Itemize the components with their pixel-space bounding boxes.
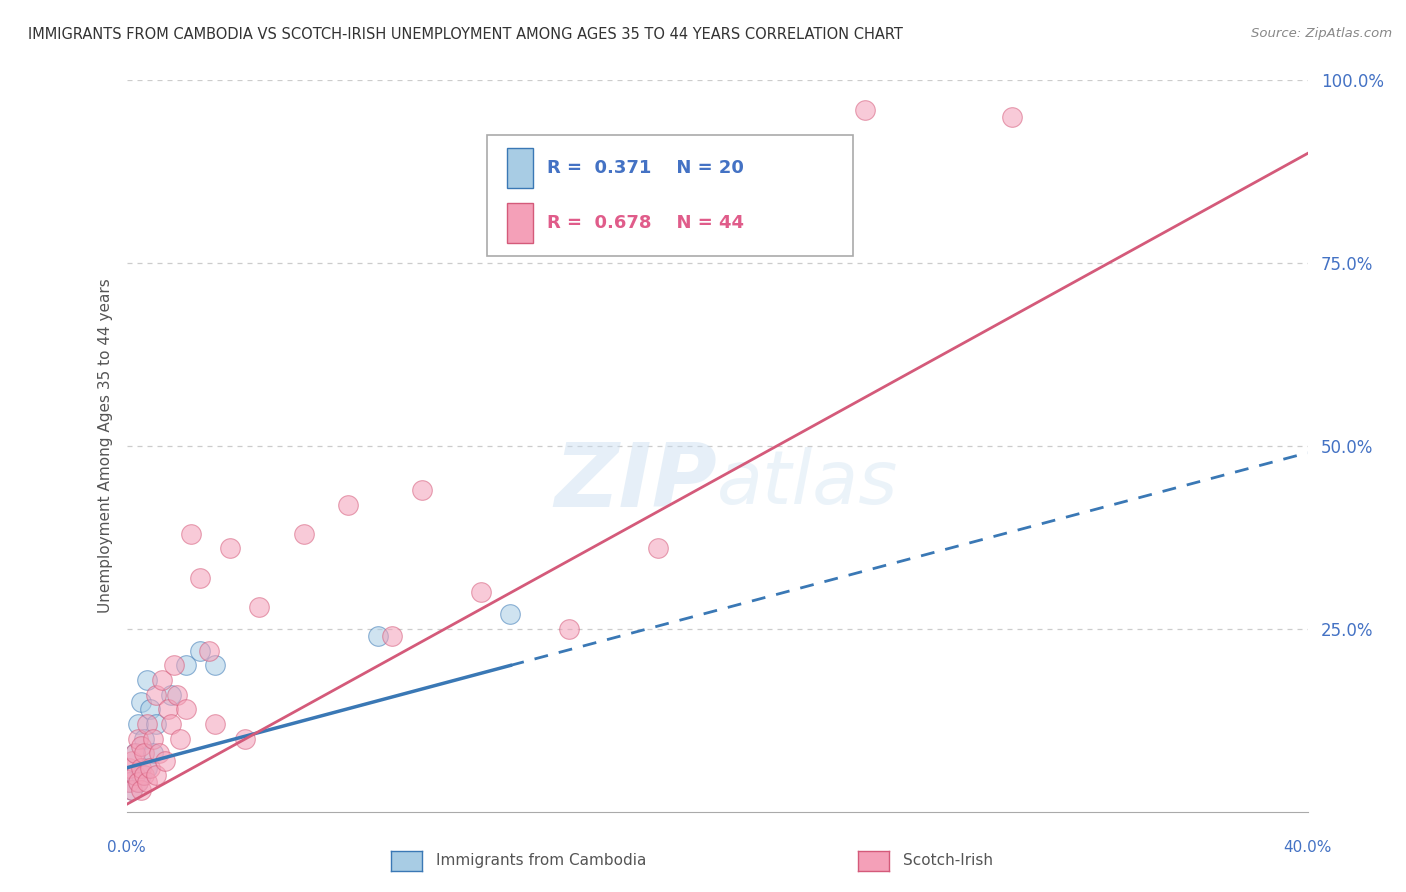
Text: Source: ZipAtlas.com: Source: ZipAtlas.com (1251, 27, 1392, 40)
Point (188, 571, 212, 585)
Point (127, 731, 149, 746)
Point (160, 717, 183, 731)
Point (249, 599, 271, 614)
Point (204, 717, 226, 731)
Point (188, 644, 212, 658)
Point (174, 658, 197, 673)
Point (124, 746, 146, 760)
Point (150, 673, 173, 687)
Point (233, 731, 256, 746)
Point (174, 702, 197, 716)
Point (148, 746, 170, 760)
Text: atlas: atlas (717, 447, 898, 518)
Point (163, 658, 186, 673)
Point (136, 673, 159, 687)
Point (136, 775, 159, 789)
Point (145, 768, 167, 782)
Point (139, 702, 162, 716)
Point (129, 761, 153, 775)
Point (204, 658, 226, 673)
Text: R =  0.678    N = 44: R = 0.678 N = 44 (547, 214, 744, 232)
Point (470, 585, 492, 599)
Point (134, 768, 156, 782)
Point (136, 761, 159, 775)
Point (127, 717, 149, 731)
Text: Scotch-Irish: Scotch-Irish (903, 854, 993, 868)
Text: IMMIGRANTS FROM CAMBODIA VS SCOTCH-IRISH UNEMPLOYMENT AMONG AGES 35 TO 44 YEARS : IMMIGRANTS FROM CAMBODIA VS SCOTCH-IRISH… (28, 27, 903, 42)
Point (127, 775, 149, 789)
Text: 0.0%: 0.0% (107, 840, 146, 855)
Point (129, 782, 153, 797)
Point (558, 622, 581, 636)
Point (180, 526, 202, 541)
Point (121, 782, 143, 797)
Y-axis label: Unemployment Among Ages 35 to 44 years: Unemployment Among Ages 35 to 44 years (97, 278, 112, 614)
Point (198, 644, 221, 658)
Point (337, 498, 360, 512)
Point (134, 746, 156, 760)
Point (134, 731, 156, 746)
Point (1001, 110, 1024, 124)
Point (136, 717, 159, 731)
Point (118, 775, 141, 789)
Point (142, 746, 165, 760)
FancyBboxPatch shape (506, 148, 533, 188)
Point (169, 731, 191, 746)
Point (124, 746, 146, 760)
Point (129, 768, 153, 782)
Point (367, 629, 389, 643)
Point (139, 761, 162, 775)
Text: 40.0%: 40.0% (1284, 840, 1331, 855)
Point (153, 754, 176, 768)
Point (145, 688, 167, 702)
FancyBboxPatch shape (486, 135, 853, 256)
Point (499, 607, 522, 622)
Point (129, 739, 153, 753)
Point (127, 775, 149, 789)
Point (156, 702, 179, 716)
Point (381, 629, 404, 643)
Point (142, 731, 165, 746)
Text: R =  0.371    N = 20: R = 0.371 N = 20 (547, 159, 744, 177)
Point (160, 688, 183, 702)
Text: Immigrants from Cambodia: Immigrants from Cambodia (436, 854, 647, 868)
Point (124, 768, 146, 782)
Point (121, 754, 143, 768)
FancyBboxPatch shape (506, 202, 533, 243)
Point (129, 695, 153, 709)
Point (853, 103, 876, 117)
Point (118, 761, 141, 775)
Point (166, 688, 188, 702)
Text: ZIP: ZIP (554, 439, 717, 526)
Point (292, 526, 315, 541)
Point (118, 775, 141, 789)
Point (121, 782, 143, 797)
Point (411, 483, 433, 497)
Point (145, 717, 167, 731)
Point (647, 541, 669, 556)
Point (219, 541, 242, 556)
Point (124, 768, 146, 782)
